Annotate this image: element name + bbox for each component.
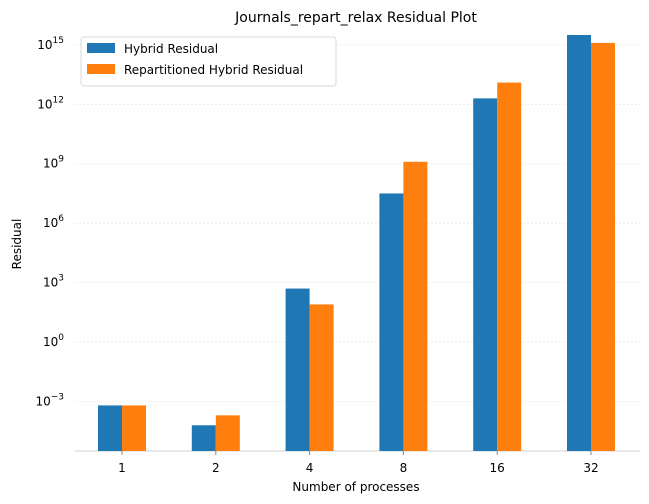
x-axis-label: Number of processes [292,480,419,494]
legend-label-repartitioned: Repartitioned Hybrid Residual [124,63,303,77]
bar-hybrid-residual [285,288,310,451]
chart-title: Journals_repart_relax Residual Plot [234,10,477,26]
y-ticks: 10−3 100 103 106 109 1012 1015 [35,36,64,409]
bar-repartitioned-residual [215,415,240,451]
x-tick-label: 4 [306,461,314,475]
grid-layer [75,44,640,402]
bar-hybrid-residual [473,98,498,452]
y-tick-label: 109 [43,155,64,171]
x-tick-label: 32 [583,461,598,475]
y-tick-label: 106 [43,214,64,230]
y-tick-label: 100 [43,333,64,349]
x-ticks: 1 2 4 8 16 32 [118,451,599,475]
bar-repartitioned-residual [309,304,334,451]
y-tick-label: 10−3 [35,392,64,408]
bar-repartitioned-residual [497,82,522,452]
legend-swatch-repartitioned [87,64,115,74]
legend: Hybrid Residual Repartitioned Hybrid Res… [80,36,337,87]
y-tick-label: 1012 [37,95,64,111]
legend-label-hybrid: Hybrid Residual [124,42,218,56]
x-tick-label: 16 [490,461,505,475]
x-tick-label: 1 [118,461,126,475]
bar-repartitioned-residual [122,405,146,451]
x-tick-label: 8 [400,461,408,475]
bar-hybrid-residual [379,193,404,451]
y-tick-label: 103 [43,274,64,290]
y-tick-label: 1015 [37,36,64,52]
legend-swatch-hybrid [87,43,115,53]
bar-repartitioned-residual [403,161,428,452]
y-axis-label: Residual [10,219,24,270]
bar-hybrid-residual [567,34,591,451]
bar-repartitioned-residual [591,42,615,451]
bar-hybrid-residual [98,405,122,451]
legend-box [80,36,337,87]
bar-hybrid-residual [191,425,216,451]
x-tick-label: 2 [212,461,220,475]
bars-layer [98,34,615,452]
